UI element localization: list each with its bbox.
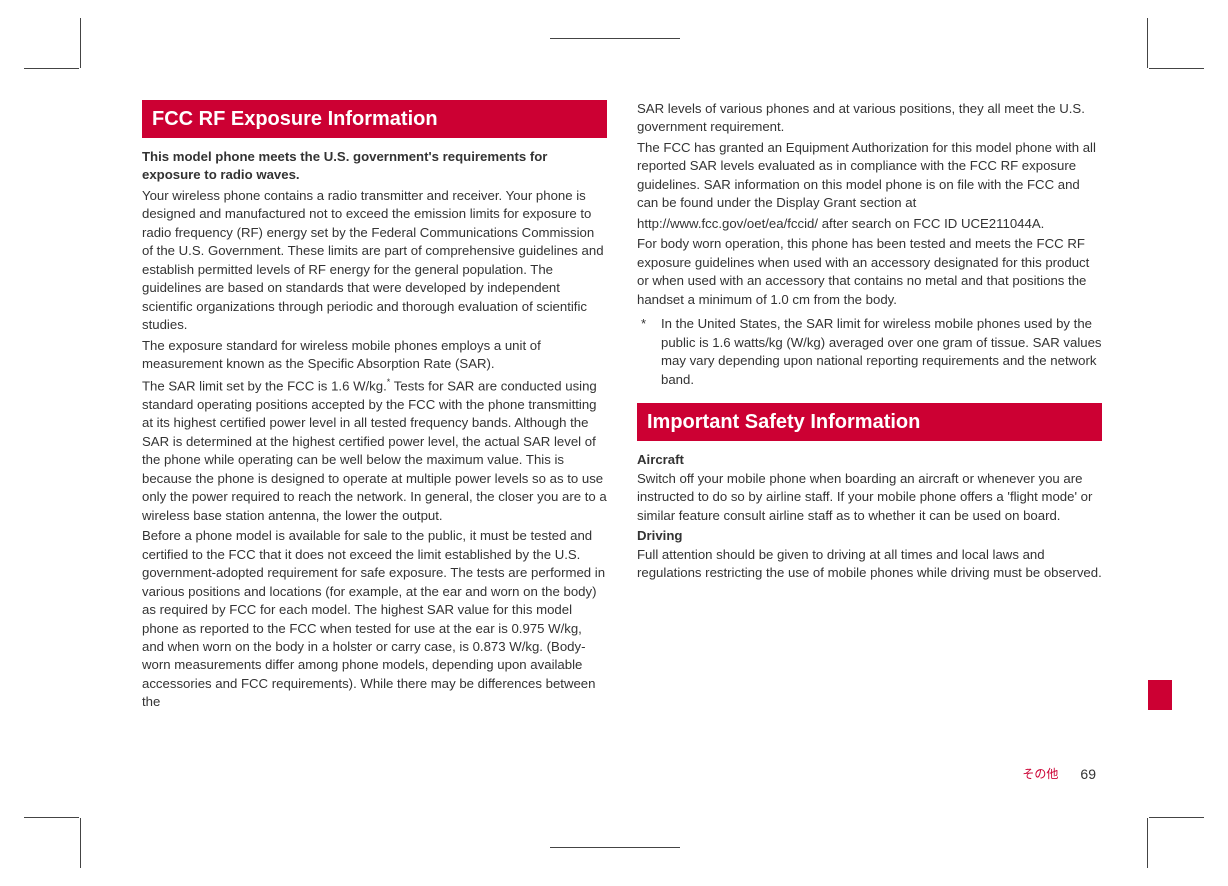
subsection-title: Driving — [637, 527, 1102, 545]
crop-mark — [24, 817, 79, 818]
footer-section-label: その他 — [1022, 765, 1058, 782]
body-text: http://www.fcc.gov/oet/ea/fccid/ after s… — [637, 215, 1102, 233]
footnote-marker: * — [641, 315, 661, 389]
section-header-safety: Important Safety Information — [637, 403, 1102, 441]
crop-mark — [80, 818, 81, 868]
page-content: FCC RF Exposure Information This model p… — [142, 100, 1102, 714]
body-text: Before a phone model is available for sa… — [142, 527, 607, 712]
body-text: For body worn operation, this phone has … — [637, 235, 1102, 309]
body-text: Your wireless phone contains a radio tra… — [142, 187, 607, 335]
page-number: 69 — [1080, 766, 1096, 782]
section-header-fcc: FCC RF Exposure Information — [142, 100, 607, 138]
crop-mark — [1147, 818, 1148, 868]
crop-mark — [1149, 68, 1204, 69]
footnote-text: In the United States, the SAR limit for … — [661, 315, 1102, 389]
left-column: FCC RF Exposure Information This model p… — [142, 100, 607, 714]
intro-text: This model phone meets the U.S. governme… — [142, 148, 607, 185]
crop-mark — [24, 68, 79, 69]
footnote-block: * In the United States, the SAR limit fo… — [637, 315, 1102, 389]
body-text: The SAR limit set by the FCC is 1.6 W/kg… — [142, 378, 387, 393]
body-text: The FCC has granted an Equipment Authori… — [637, 139, 1102, 213]
crop-mark — [1147, 18, 1148, 68]
crop-mark — [550, 38, 680, 39]
crop-mark — [1149, 817, 1204, 818]
body-text: The exposure standard for wireless mobil… — [142, 337, 607, 374]
subsection-title: Aircraft — [637, 451, 1102, 469]
edge-tab — [1148, 680, 1172, 710]
right-column: SAR levels of various phones and at vari… — [637, 100, 1102, 714]
body-text: Tests for SAR are conducted using standa… — [142, 378, 607, 522]
body-text: Full attention should be given to drivin… — [637, 546, 1102, 583]
crop-mark — [80, 18, 81, 68]
crop-mark — [550, 847, 680, 848]
body-text: The SAR limit set by the FCC is 1.6 W/kg… — [142, 376, 607, 525]
page-footer: その他 69 — [1022, 765, 1096, 782]
body-text: Switch off your mobile phone when boardi… — [637, 470, 1102, 525]
body-text: SAR levels of various phones and at vari… — [637, 100, 1102, 137]
